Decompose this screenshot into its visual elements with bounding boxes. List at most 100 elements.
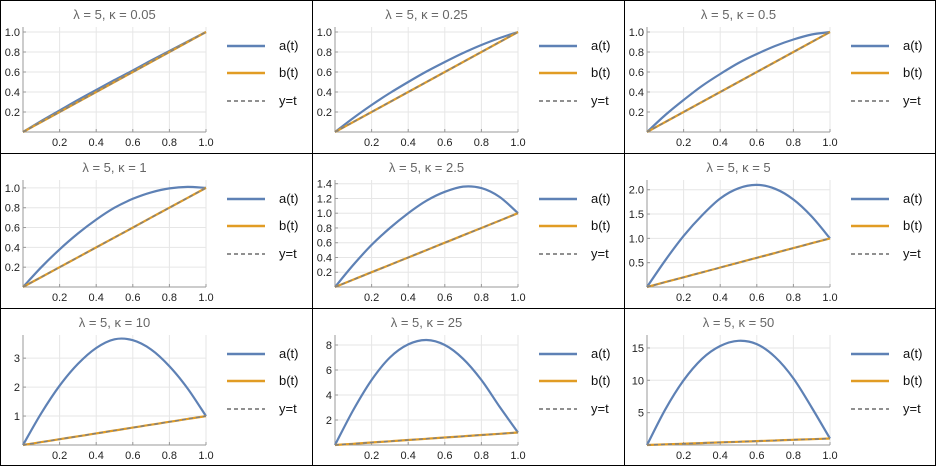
x-tick-label: 0.4 bbox=[713, 292, 728, 304]
series-y-line bbox=[22, 415, 207, 446]
x-tick-label: 0.4 bbox=[713, 137, 728, 149]
chart-svg: λ = 5, κ = 0.05 0.2 0.4 0.6 0.8 1.0 0.2 0.4 0.6 0… bbox=[5, 7, 299, 149]
x-tick-label: 0.6 bbox=[125, 292, 140, 304]
x-tick-label: 0.8 bbox=[162, 137, 177, 149]
series-a-line bbox=[334, 338, 519, 446]
legend-label-a: a(t) bbox=[591, 191, 611, 206]
legend-label-y: y=t bbox=[279, 93, 297, 108]
x-tick-label: 0.6 bbox=[749, 292, 764, 304]
legend-label-a: a(t) bbox=[279, 346, 299, 361]
y-tick-label: 10 bbox=[632, 375, 644, 387]
y-tick-label: 0.6 bbox=[317, 67, 332, 79]
legend-label-y: y=t bbox=[279, 401, 297, 416]
chart-panel-5: λ = 5, κ = 2.5 0.2 0.4 0.6 0.8 1.0 0.2 0.4 0.6 0.… bbox=[312, 153, 625, 309]
legend-label-a: a(t) bbox=[903, 191, 923, 206]
y-tick-label: 0.2 bbox=[317, 107, 332, 119]
chart-title: λ = 5, κ = 0.05 bbox=[73, 7, 155, 22]
series-y-line bbox=[334, 31, 519, 133]
chart-svg: λ = 5, κ = 50 0.2 0.4 0.6 0.8 1.0 5 10 15 a(t) b(t… bbox=[632, 315, 923, 462]
series-y-line bbox=[334, 212, 519, 288]
y-tick-label: 0.4 bbox=[5, 87, 20, 99]
y-tick-label: 5 bbox=[638, 408, 644, 420]
x-tick-label: 0.2 bbox=[676, 292, 691, 304]
legend-label-y: y=t bbox=[903, 246, 921, 261]
legend-label-b: b(t) bbox=[903, 65, 923, 80]
y-tick-label: 0.6 bbox=[5, 223, 20, 235]
legend-label-a: a(t) bbox=[903, 38, 923, 53]
chart-title: λ = 5, κ = 1 bbox=[82, 160, 146, 175]
chart-title: λ = 5, κ = 10 bbox=[79, 315, 151, 330]
y-tick-label: 0.2 bbox=[5, 262, 20, 274]
chart-title: λ = 5, κ = 0.5 bbox=[701, 7, 776, 22]
legend-label-b: b(t) bbox=[279, 373, 299, 388]
chart-panel-1: λ = 5, κ = 0.05 0.2 0.4 0.6 0.8 1.0 0.2 0.4 0.6 0… bbox=[0, 0, 313, 154]
y-tick-label: 0.6 bbox=[629, 67, 644, 79]
x-tick-label: 0.4 bbox=[89, 137, 104, 149]
y-tick-label: 4 bbox=[326, 390, 332, 402]
chart-panel-3: λ = 5, κ = 0.5 0.2 0.4 0.6 0.8 1.0 0.2 0.4 0.6 0.… bbox=[624, 0, 936, 154]
y-tick-label: 6 bbox=[326, 365, 332, 377]
y-tick-label: 1.4 bbox=[317, 179, 332, 191]
x-tick-label: 0.2 bbox=[364, 137, 379, 149]
y-tick-label: 1.0 bbox=[5, 183, 20, 195]
x-tick-label: 1.0 bbox=[510, 292, 525, 304]
chart-svg: λ = 5, κ = 10 0.2 0.4 0.6 0.8 1.0 1 2 3 a(t) b(t) y… bbox=[14, 315, 299, 462]
legend-label-y: y=t bbox=[903, 93, 921, 108]
legend-label-a: a(t) bbox=[591, 346, 611, 361]
x-tick-label: 1.0 bbox=[198, 450, 213, 462]
series-y-line bbox=[22, 31, 207, 133]
y-tick-label: 0.4 bbox=[317, 252, 332, 264]
series-a-line bbox=[334, 30, 519, 133]
x-tick-label: 1.0 bbox=[822, 137, 837, 149]
chart-svg: λ = 5, κ = 25 0.2 0.4 0.6 0.8 1.0 2 4 6 8 a(t) b(t)… bbox=[326, 315, 611, 462]
x-tick-label: 0.8 bbox=[474, 292, 489, 304]
x-tick-label: 0.6 bbox=[749, 450, 764, 462]
chart-svg: λ = 5, κ = 5 0.2 0.4 0.6 0.8 1.0 0.5 1.0 1.5 2.0 a… bbox=[629, 160, 923, 304]
x-tick-label: 1.0 bbox=[822, 450, 837, 462]
x-tick-label: 0.4 bbox=[401, 137, 416, 149]
y-tick-label: 1.0 bbox=[629, 233, 644, 245]
legend-label-y: y=t bbox=[591, 401, 609, 416]
chart-panel-8: λ = 5, κ = 25 0.2 0.4 0.6 0.8 1.0 2 4 6 8 a(t) b(t)… bbox=[312, 308, 625, 466]
chart-panel-6: λ = 5, κ = 5 0.2 0.4 0.6 0.8 1.0 0.5 1.0 1.5 2.0 a… bbox=[624, 153, 936, 309]
legend-label-b: b(t) bbox=[903, 373, 923, 388]
y-tick-label: 1.2 bbox=[317, 193, 332, 205]
x-tick-label: 1.0 bbox=[198, 137, 213, 149]
y-tick-label: 1.5 bbox=[629, 209, 644, 221]
series-y-line bbox=[22, 187, 207, 288]
y-tick-label: 2 bbox=[14, 382, 20, 394]
y-tick-label: 0.6 bbox=[5, 67, 20, 79]
x-tick-label: 0.8 bbox=[162, 292, 177, 304]
legend-label-y: y=t bbox=[279, 246, 297, 261]
x-tick-label: 0.6 bbox=[125, 137, 140, 149]
chart-svg: λ = 5, κ = 0.5 0.2 0.4 0.6 0.8 1.0 0.2 0.4 0.6 0.… bbox=[629, 7, 923, 149]
legend-label-b: b(t) bbox=[591, 65, 611, 80]
y-tick-label: 1.0 bbox=[317, 27, 332, 39]
x-tick-label: 1.0 bbox=[822, 292, 837, 304]
x-tick-label: 1.0 bbox=[510, 450, 525, 462]
x-tick-label: 0.2 bbox=[52, 450, 67, 462]
legend-label-b: b(t) bbox=[279, 218, 299, 233]
legend-label-y: y=t bbox=[591, 246, 609, 261]
chart-title: λ = 5, κ = 5 bbox=[706, 160, 770, 175]
series-y-line bbox=[646, 237, 831, 288]
series-a-line bbox=[646, 30, 831, 133]
chart-panel-2: λ = 5, κ = 0.25 0.2 0.4 0.6 0.8 1.0 0.2 0.4 0.6 0… bbox=[312, 0, 625, 154]
x-tick-label: 0.4 bbox=[401, 450, 416, 462]
x-tick-label: 0.6 bbox=[437, 450, 452, 462]
x-tick-label: 0.4 bbox=[713, 450, 728, 462]
y-tick-label: 0.8 bbox=[317, 47, 332, 59]
legend-label-a: a(t) bbox=[279, 191, 299, 206]
y-tick-label: 0.6 bbox=[317, 238, 332, 250]
y-tick-label: 8 bbox=[326, 340, 332, 352]
y-tick-label: 0.2 bbox=[5, 107, 20, 119]
legend-label-b: b(t) bbox=[591, 373, 611, 388]
series-y-line bbox=[646, 31, 831, 133]
y-tick-label: 3 bbox=[14, 353, 20, 365]
x-tick-label: 0.4 bbox=[401, 292, 416, 304]
x-tick-label: 0.8 bbox=[474, 450, 489, 462]
x-tick-label: 0.6 bbox=[437, 292, 452, 304]
y-tick-label: 0.4 bbox=[5, 242, 20, 254]
x-tick-label: 0.2 bbox=[676, 450, 691, 462]
